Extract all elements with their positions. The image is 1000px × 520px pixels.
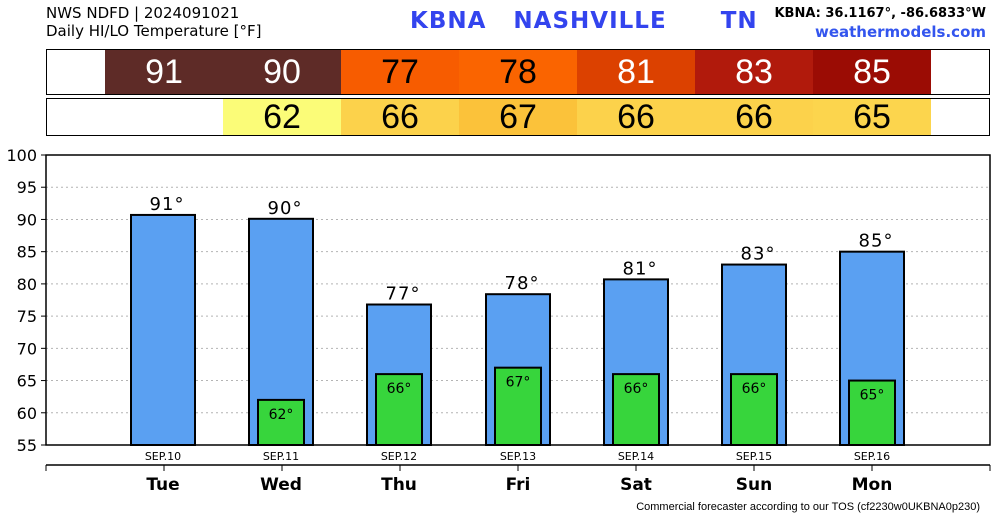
lo-temp-cell: 67 xyxy=(459,98,577,136)
y-tick-label: 85 xyxy=(17,243,37,262)
tos-footer: Commercial forecaster according to our T… xyxy=(636,501,980,513)
high-temp-bar xyxy=(130,213,196,446)
lo-temp-cell: 62 xyxy=(223,98,341,136)
high-temp-label: 81° xyxy=(623,258,658,279)
high-temp-label: 77° xyxy=(386,284,421,305)
day-label: Fri xyxy=(506,475,531,495)
model-run-label: NWS NDFD | 2024091021 xyxy=(46,4,240,22)
hi-temp-cell: 85 xyxy=(813,50,931,94)
day-label: Thu xyxy=(381,475,417,495)
low-temp-bar xyxy=(494,366,542,446)
hi-temp-cell: 83 xyxy=(695,50,813,94)
y-tick-label: 55 xyxy=(17,436,37,455)
day-label: Tue xyxy=(146,475,179,495)
high-temp-label: 85° xyxy=(859,231,894,252)
y-tick-label: 70 xyxy=(17,339,37,358)
y-tick-label: 90 xyxy=(17,210,37,229)
hi-temp-cell: 90 xyxy=(223,50,341,94)
low-temp-bar xyxy=(848,379,896,446)
lo-temp-cell: 66 xyxy=(695,98,813,136)
lo-temp-cell: 65 xyxy=(813,98,931,136)
low-temp-label: 66° xyxy=(742,381,767,397)
high-temp-label: 90° xyxy=(268,198,303,219)
lo-temp-cell: 66 xyxy=(577,98,695,136)
low-temp-bar xyxy=(375,373,423,446)
site-link[interactable]: weathermodels.com xyxy=(814,23,986,41)
day-label: Sun xyxy=(736,475,772,495)
station-coordinates: KBNA: 36.1167°, -86.6833°W xyxy=(774,6,986,21)
lo-temp-cell xyxy=(105,99,223,135)
low-temp-bar xyxy=(257,398,305,446)
y-tick-label: 75 xyxy=(17,307,37,326)
date-label: SEP.13 xyxy=(500,450,536,463)
date-label: SEP.16 xyxy=(854,450,890,463)
chart-subtitle: Daily HI/LO Temperature [°F] xyxy=(46,22,262,40)
low-temperature-strip: 62 66 67 66 66 65 xyxy=(46,98,990,136)
lo-temp-cell: 66 xyxy=(341,98,459,136)
date-label: SEP.10 xyxy=(145,450,181,463)
low-temp-label: 66° xyxy=(624,381,649,397)
date-label: SEP.15 xyxy=(736,450,772,463)
hi-temp-cell: 81 xyxy=(577,50,695,94)
hi-temp-cell: 91 xyxy=(105,50,223,94)
y-tick-label: 60 xyxy=(17,404,37,423)
day-label: Wed xyxy=(260,475,302,495)
high-temp-label: 91° xyxy=(150,194,185,215)
low-temp-label: 62° xyxy=(269,407,294,423)
y-tick-label: 100 xyxy=(6,146,37,165)
station-title: KBNA NASHVILLE TN xyxy=(410,8,758,34)
low-temp-bar xyxy=(612,373,660,446)
y-tick-label: 95 xyxy=(17,178,37,197)
date-label: SEP.14 xyxy=(618,450,654,463)
date-label: SEP.12 xyxy=(381,450,417,463)
low-temp-label: 65° xyxy=(860,388,885,404)
y-tick-label: 65 xyxy=(17,372,37,391)
day-label: Sat xyxy=(620,475,652,495)
high-temp-label: 78° xyxy=(505,273,540,294)
hi-temp-cell: 77 xyxy=(341,50,459,94)
high-temperature-strip: 91 90 77 78 81 83 85 xyxy=(46,49,990,95)
low-temp-label: 66° xyxy=(387,381,412,397)
day-label: Mon xyxy=(852,475,893,495)
y-tick-label: 80 xyxy=(17,275,37,294)
low-temp-label: 67° xyxy=(506,375,531,391)
date-label: SEP.11 xyxy=(263,450,299,463)
high-temp-label: 83° xyxy=(741,244,776,265)
hi-temp-cell: 78 xyxy=(459,50,577,94)
low-temp-bar xyxy=(730,373,778,446)
